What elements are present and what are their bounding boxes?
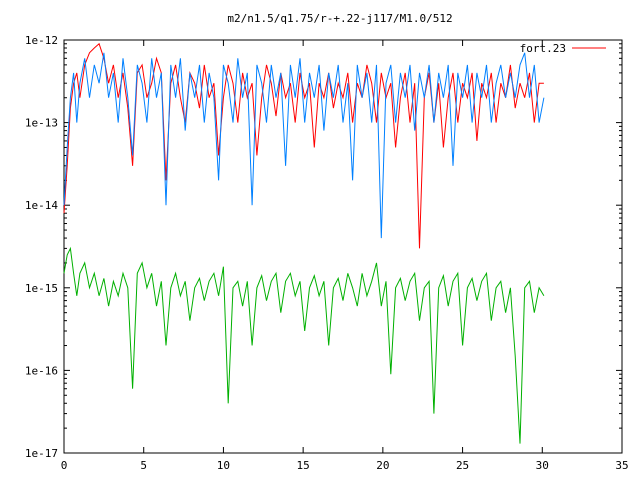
- x-tick-label: 10: [217, 459, 230, 472]
- x-tick-label: 15: [297, 459, 310, 472]
- series-layer: [63, 42, 545, 444]
- x-tick-label: 35: [615, 459, 628, 472]
- y-tick-label: 1e-13: [25, 117, 58, 130]
- y-tick-label: 1e-15: [25, 282, 58, 295]
- x-axis: 0 5 10 15 20 25 30 35: [61, 40, 629, 472]
- y-tick-label: 1e-12: [25, 34, 58, 47]
- y-tick-label: 1e-17: [25, 447, 58, 460]
- legend-label: fort.23: [520, 42, 566, 55]
- series-line-3: [63, 246, 545, 444]
- x-tick-label: 5: [140, 459, 147, 472]
- x-tick-label: 25: [456, 459, 469, 472]
- x-tick-label: 0: [61, 459, 68, 472]
- series-line-2: [63, 52, 545, 239]
- chart-title: m2/n1.5/q1.75/r-+.22-j117/M1.0/512: [227, 12, 452, 25]
- y-axis: 1e-17 1e-16 1e-15 1e-14 1e-13 1e-12: [25, 34, 622, 460]
- legend: fort.23: [520, 42, 606, 55]
- x-tick-label: 30: [536, 459, 549, 472]
- x-tick-label: 20: [376, 459, 389, 472]
- plot-frame: [63, 39, 623, 454]
- y-tick-label: 1e-16: [25, 364, 58, 377]
- y-tick-label: 1e-14: [25, 199, 58, 212]
- series-line-1: [63, 42, 544, 249]
